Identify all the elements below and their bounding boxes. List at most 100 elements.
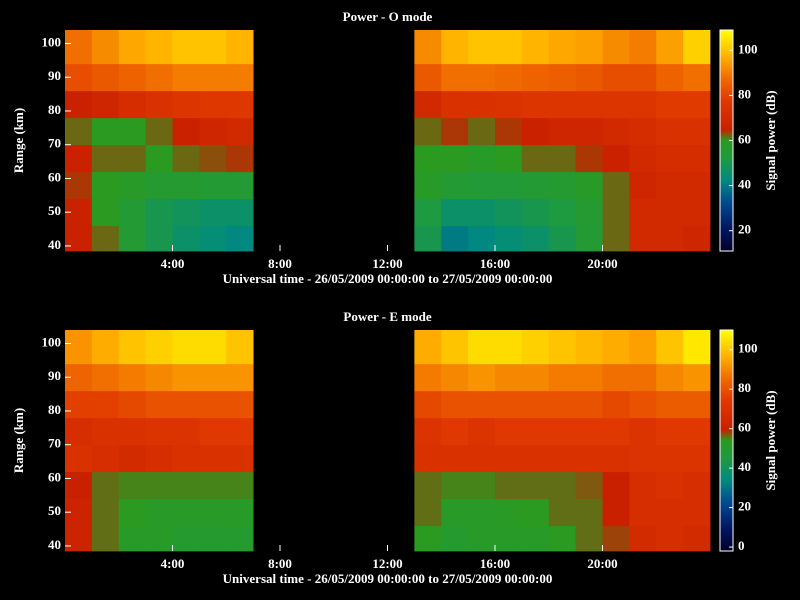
y-tick-label: 100 xyxy=(42,334,62,349)
heatmap-cell xyxy=(629,225,657,252)
heatmap-cell xyxy=(602,225,630,252)
heatmap-cell xyxy=(575,444,603,473)
heatmap-cell xyxy=(575,225,603,252)
heatmap-cell xyxy=(548,30,577,65)
heatmap-cell xyxy=(656,117,684,146)
heatmap-cell xyxy=(414,498,442,527)
heatmap-cell xyxy=(441,417,469,446)
heatmap-cell xyxy=(226,225,254,252)
heatmap-cell xyxy=(199,471,227,500)
heatmap-cell xyxy=(414,30,442,65)
heatmap-cell xyxy=(226,417,254,446)
heatmap-cell xyxy=(548,117,577,146)
heatmap-cell xyxy=(199,225,227,252)
heatmap-cell xyxy=(521,525,550,552)
heatmap-cell xyxy=(575,471,603,500)
heatmap-cell xyxy=(441,117,469,146)
heatmap-cell xyxy=(65,330,93,365)
heatmap-cell xyxy=(468,417,496,446)
heatmap-cell xyxy=(683,30,711,65)
heatmap-cell xyxy=(226,63,254,92)
colorbar-tick-label: 20 xyxy=(738,499,751,514)
colorbar-tick-label: 80 xyxy=(738,86,751,101)
heatmap-cell xyxy=(468,117,496,146)
heatmap-cell xyxy=(495,525,523,552)
heatmap-cell xyxy=(683,225,711,252)
panel: Power - E mode 4:00 8:00 12:00 16:00 20:00 Uni… xyxy=(11,309,778,586)
heatmap-cell xyxy=(118,417,147,446)
heatmap-cell xyxy=(575,63,603,92)
chart-title: Power - E mode xyxy=(343,309,431,324)
heatmap-cell xyxy=(65,225,93,252)
heatmap-cell xyxy=(656,171,684,200)
heatmap-cell xyxy=(548,471,577,500)
x-tick-label: 20:00 xyxy=(587,256,617,271)
heatmap-cell xyxy=(65,117,93,146)
heatmap-cell xyxy=(575,117,603,146)
heatmap-cell xyxy=(199,330,227,365)
heatmap-cell xyxy=(91,330,120,365)
heatmap-cell xyxy=(441,444,469,473)
heatmap-cell xyxy=(91,444,120,473)
heatmap-cell xyxy=(172,525,200,552)
heatmap-cell xyxy=(656,144,684,173)
heatmap-cell xyxy=(468,90,496,119)
heatmap-cell xyxy=(629,63,657,92)
heatmap-cell xyxy=(118,498,147,527)
heatmap-cell xyxy=(199,63,227,92)
y-tick-label: 90 xyxy=(48,68,61,83)
heatmap-cell xyxy=(226,171,254,200)
heatmap-cell xyxy=(602,90,630,119)
heatmap-cell xyxy=(441,498,469,527)
x-tick-label: 16:00 xyxy=(480,256,510,271)
heatmap-cell xyxy=(199,30,227,65)
heatmap-cell xyxy=(548,63,577,92)
heatmap-cell xyxy=(226,330,254,365)
heatmap-cell xyxy=(65,171,93,200)
heatmap-cell xyxy=(521,417,550,446)
heatmap-cell xyxy=(495,471,523,500)
y-tick-label: 80 xyxy=(48,102,61,117)
heatmap-cell xyxy=(656,525,684,552)
heatmap-cell xyxy=(414,471,442,500)
x-tick-label: 12:00 xyxy=(372,256,402,271)
heatmap-cell xyxy=(629,117,657,146)
heatmap-cell xyxy=(199,117,227,146)
heatmap-cell xyxy=(629,390,657,419)
colorbar-tick-label: 40 xyxy=(738,459,751,474)
heatmap-cell xyxy=(414,117,442,146)
heatmap-cell xyxy=(91,498,120,527)
heatmap-cell xyxy=(656,90,684,119)
heatmap-cell xyxy=(172,390,200,419)
heatmap-cell xyxy=(656,363,684,392)
heatmap-cell xyxy=(602,171,630,200)
heatmap-cell xyxy=(65,390,93,419)
heatmap-cell xyxy=(656,330,684,365)
heatmap-cell xyxy=(521,390,550,419)
heatmap-cell xyxy=(145,498,173,527)
heatmap-cell xyxy=(226,363,254,392)
heatmap-cell xyxy=(495,117,523,146)
heatmap-cell xyxy=(414,444,442,473)
heatmap-cell xyxy=(91,471,120,500)
heatmap-cell xyxy=(629,171,657,200)
heatmap-cell xyxy=(145,90,173,119)
heatmap-cell xyxy=(495,30,523,65)
heatmap-cell xyxy=(495,498,523,527)
heatmap-cell xyxy=(91,30,120,65)
heatmap-cell xyxy=(226,117,254,146)
heatmap-cell xyxy=(199,198,227,227)
heatmap-cell xyxy=(172,117,200,146)
heatmap-cell xyxy=(521,225,550,252)
heatmap-cell xyxy=(172,225,200,252)
heatmap-cell xyxy=(575,30,603,65)
heatmap-cell xyxy=(521,144,550,173)
x-tick-label: 8:00 xyxy=(268,256,292,271)
heatmap-cell xyxy=(226,198,254,227)
heatmap-cell xyxy=(172,171,200,200)
heatmap-cell xyxy=(145,198,173,227)
heatmap-cell xyxy=(441,171,469,200)
heatmap-cell xyxy=(602,525,630,552)
heatmap-cell xyxy=(548,330,577,365)
heatmap-cell xyxy=(118,63,147,92)
